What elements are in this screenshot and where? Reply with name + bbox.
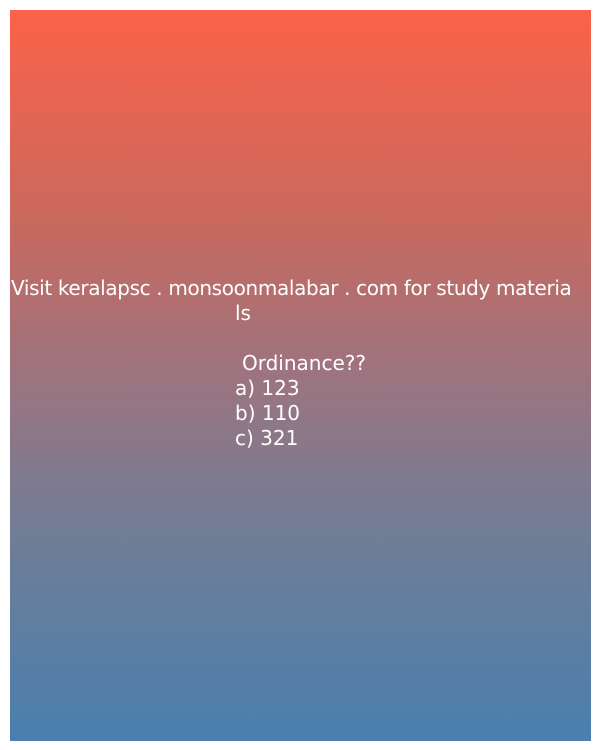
option-a: a) 123 — [235, 376, 300, 400]
study-materials-notice-line-2: ls — [235, 301, 251, 325]
spacer — [10, 326, 591, 351]
text-block: Visit keralapsc . monsoonmalabar . com f… — [10, 276, 591, 451]
gradient-card: Visit keralapsc . monsoonmalabar . com f… — [10, 10, 591, 741]
question-text: Ordinance?? — [242, 351, 367, 375]
option-b: b) 110 — [235, 401, 301, 425]
option-c: c) 321 — [235, 426, 299, 450]
study-materials-notice-line-1: Visit keralapsc . monsoonmalabar . com f… — [11, 276, 572, 300]
